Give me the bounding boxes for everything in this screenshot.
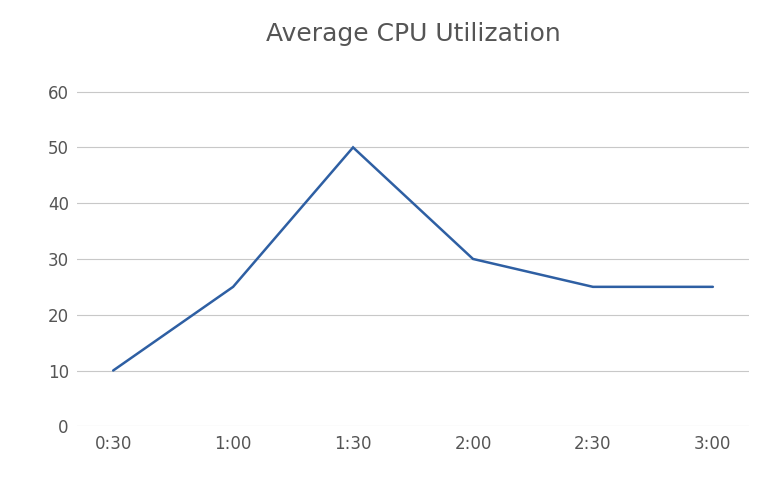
- Title: Average CPU Utilization: Average CPU Utilization: [266, 23, 560, 47]
